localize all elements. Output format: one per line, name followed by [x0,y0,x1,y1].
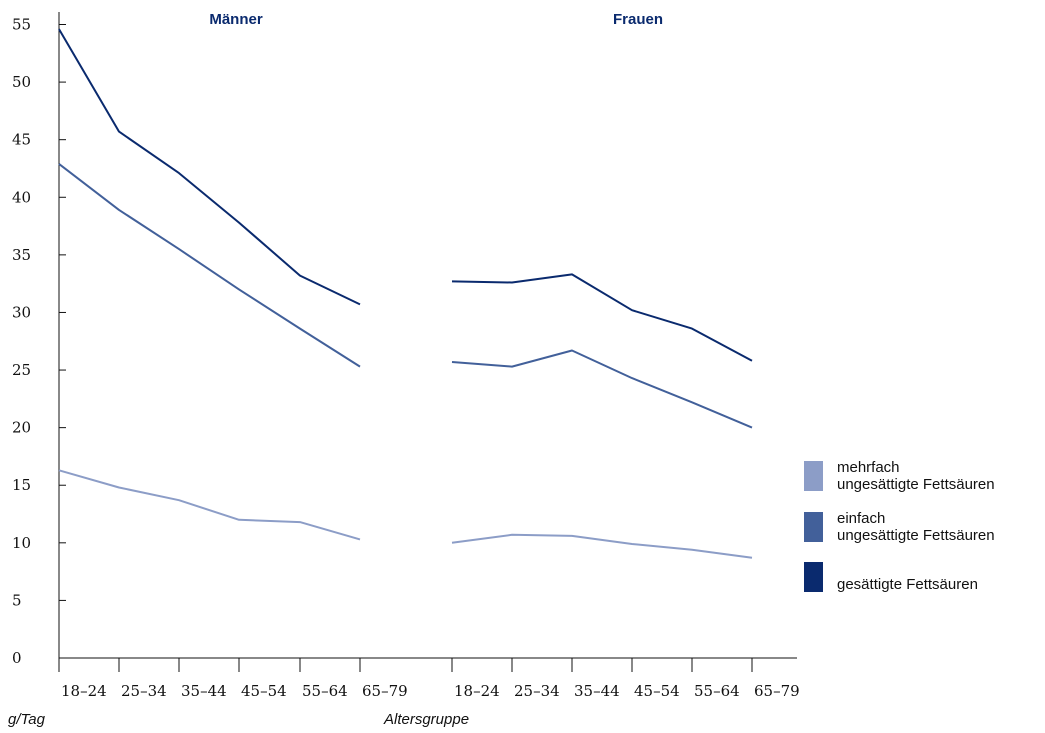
x-tick-label: 18–24 [454,682,500,700]
legend-swatch-einfach [804,512,823,542]
y-tick-label: 0 [12,649,22,667]
x-tick-label: 25–34 [121,682,167,700]
legend-label: mehrfach [837,459,900,476]
x-tick-label: 35–44 [574,682,620,700]
y-axis-title: g/Tag [8,711,46,728]
y-tick-label: 45 [12,131,31,149]
y-tick-label: 55 [12,16,31,34]
legend-label: ungesättigte Fettsäuren [837,476,995,493]
legend-label: gesättigte Fettsäuren [837,576,978,593]
series-line-mehrfach-frauen [451,533,753,559]
y-tick-label: 30 [12,303,31,321]
x-tick-label: 65–79 [754,682,800,700]
x-tick-label: 18–24 [61,682,107,700]
y-tick-label: 25 [12,361,31,379]
group-title: Frauen [613,11,663,28]
series-lines [58,28,753,559]
y-tick-label: 50 [12,73,31,91]
y-tick-label: 5 [12,591,22,609]
axes: 0 5 10 15 20 25 30 35 40 45 50 55 18–24 25–34 35–44 45–… [12,12,800,700]
legend-swatch-gesaettigt [804,562,823,592]
y-tick-label: 40 [12,188,31,206]
x-tick-label: 35–44 [181,682,227,700]
y-tick-label: 10 [12,534,31,552]
series-line-einfach-maenner [58,163,361,368]
y-tick-label: 15 [12,476,31,494]
group-title: Männer [209,11,263,28]
x-tick-label: 45–54 [634,682,680,700]
x-axis-title: Altersgruppe [383,711,469,728]
x-tick-label: 65–79 [362,682,408,700]
series-line-einfach-frauen [451,349,753,429]
legend-label: einfach [837,510,885,527]
group-titles: Männer Frauen [209,11,663,28]
y-tick-label: 35 [12,246,31,264]
series-line-gesaettigt-frauen [451,273,753,362]
series-line-gesaettigt-maenner [58,28,361,306]
x-tick-label: 55–64 [302,682,348,700]
legend-label: ungesättigte Fettsäuren [837,527,995,544]
series-line-mehrfach-maenner [58,469,361,541]
legend-swatch-mehrfach [804,461,823,491]
y-tick-label: 20 [12,419,31,437]
x-tick-label: 45–54 [241,682,287,700]
x-tick-label: 55–64 [694,682,740,700]
x-tick-label: 25–34 [514,682,560,700]
